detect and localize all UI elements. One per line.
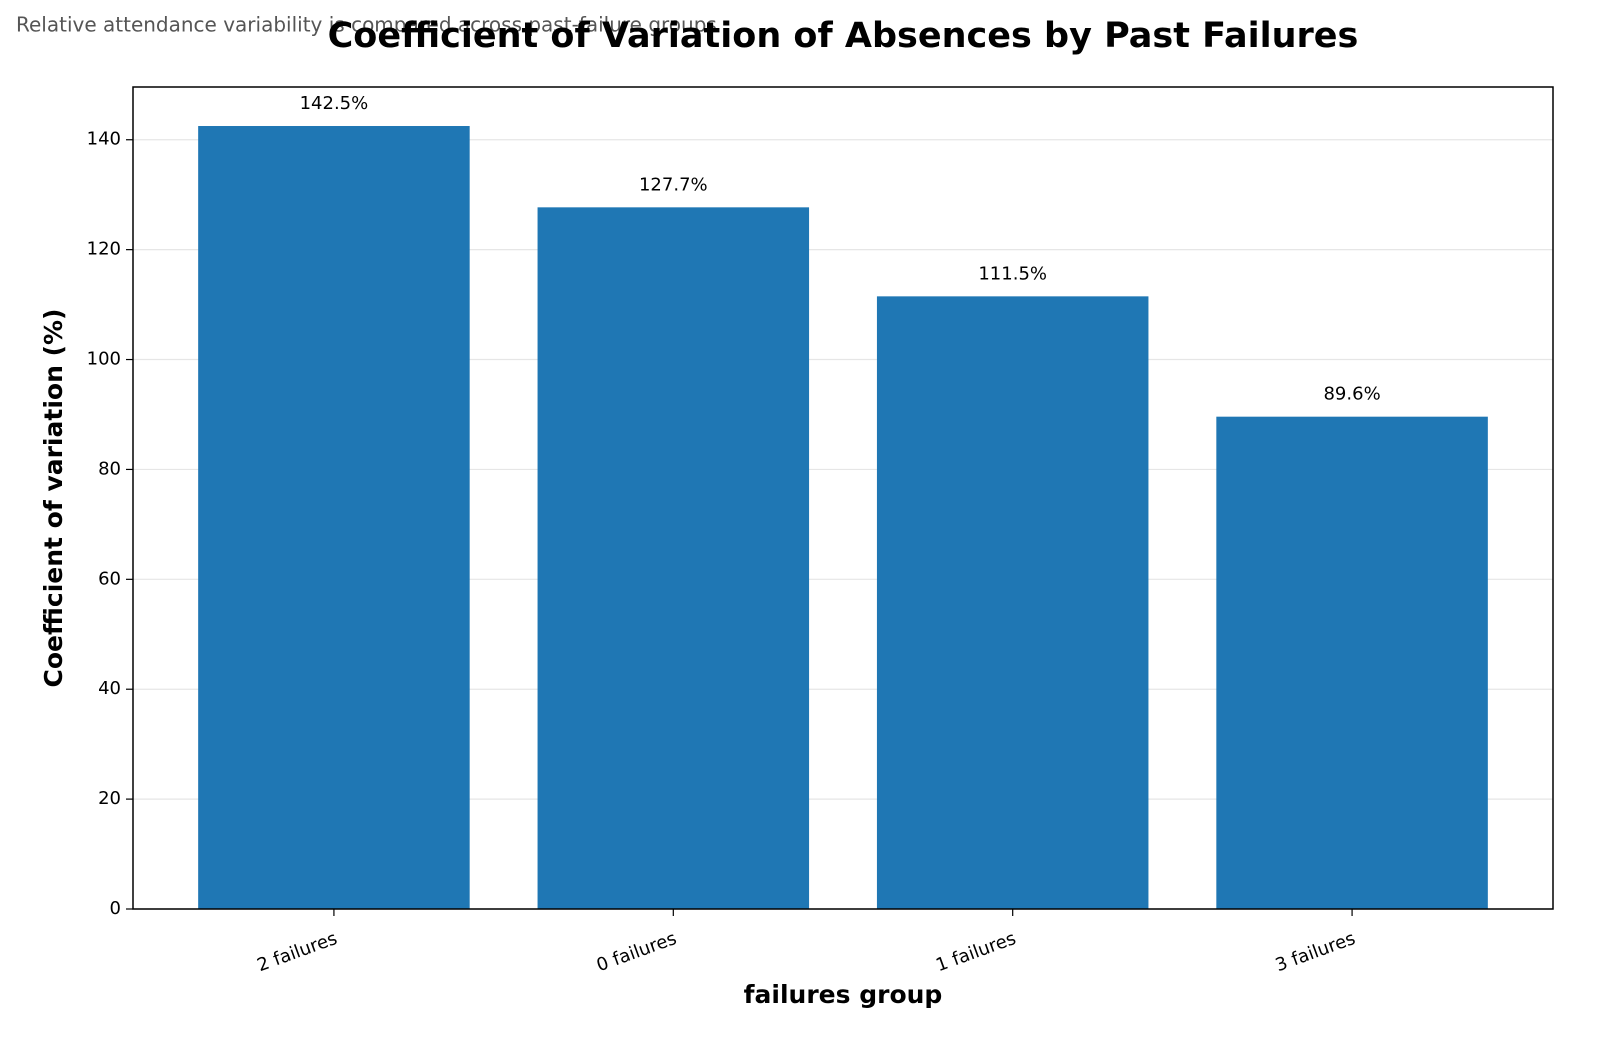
value-label: 111.5%	[978, 263, 1047, 284]
value-label: 89.6%	[1323, 384, 1380, 405]
bar	[198, 126, 470, 910]
y-tick-label: 80	[98, 458, 121, 479]
y-tick-label: 20	[98, 788, 121, 809]
value-label: 142.5%	[300, 93, 369, 114]
y-tick-label: 100	[87, 349, 121, 370]
value-label: 127.7%	[639, 174, 708, 195]
bar	[1216, 416, 1488, 909]
bar	[537, 207, 810, 909]
y-tick-label: 60	[98, 568, 121, 589]
y-tick-label: 0	[110, 898, 121, 919]
bar	[876, 296, 1149, 909]
y-tick-label: 140	[87, 129, 121, 150]
plot-frame	[132, 86, 1554, 910]
chart-subtitle: Relative attendance variability is compa…	[16, 13, 717, 37]
y-tick-label: 120	[87, 239, 121, 260]
x-axis-label: failures group	[744, 980, 943, 1009]
y-axis-label: Coefficient of variation (%)	[39, 309, 68, 688]
y-tick-label: 40	[98, 678, 121, 699]
chart-title: Coefficient of Variation of Absences by …	[328, 16, 1359, 56]
